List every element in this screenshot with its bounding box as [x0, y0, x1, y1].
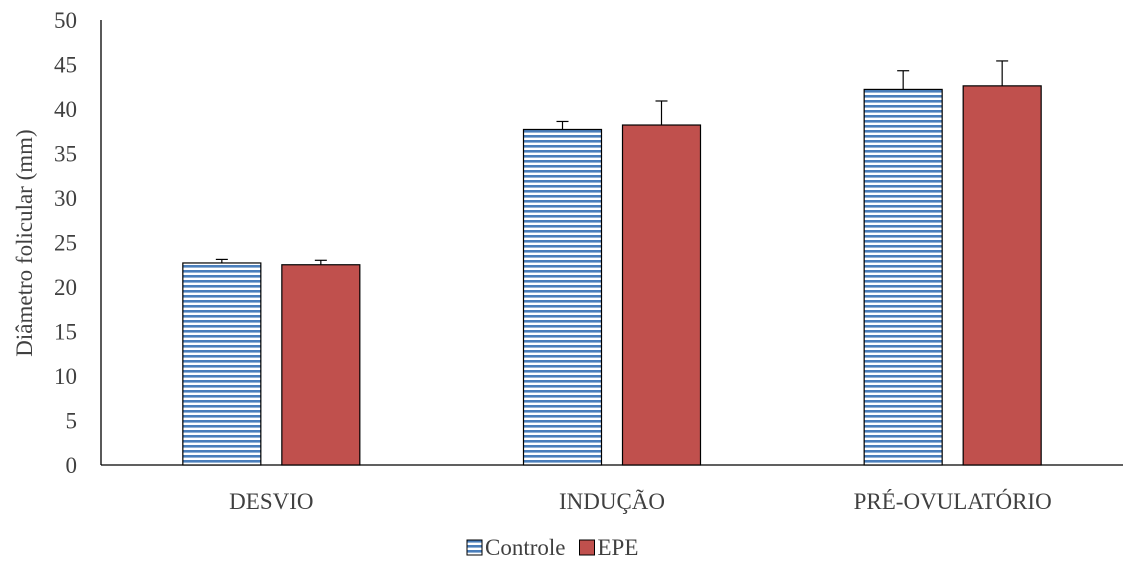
bar-epe-3 [962, 85, 1042, 466]
y-tick-label: 5 [66, 409, 78, 434]
y-tick-label: 50 [54, 8, 77, 33]
legend-label-controle: Controle [485, 535, 566, 560]
y-tick-label: 30 [54, 186, 77, 211]
bar-epe-1 [281, 264, 361, 466]
x-tick-label: DESVIO [229, 489, 313, 514]
legend-label-epe: EPE [598, 535, 639, 560]
y-axis-label: Diâmetro folicular (mm) [12, 129, 37, 356]
bars [182, 85, 1042, 466]
y-tick-label: 25 [54, 231, 77, 256]
bar-epe-2 [621, 124, 702, 466]
error-bars [215, 60, 1009, 265]
bar-controle-2 [522, 128, 603, 466]
y-tick-label: 35 [54, 142, 77, 167]
y-tick-label: 20 [54, 275, 77, 300]
y-tick-label: 45 [54, 53, 77, 78]
bar-controle-1 [182, 262, 262, 466]
x-tick-labels: DESVIO INDUÇÃO PRÉ-OVULATÓRIO [229, 488, 1052, 514]
bar-controle-3 [863, 88, 943, 466]
y-tick-label: 10 [54, 364, 77, 389]
y-tick-label: 15 [54, 320, 77, 345]
axes [100, 20, 1123, 466]
y-tick-label: 40 [54, 97, 77, 122]
y-tick-label: 0 [66, 453, 78, 478]
x-tick-label: INDUÇÃO [559, 489, 665, 514]
x-tick-label: PRÉ-OVULATÓRIO [854, 488, 1052, 514]
y-tick-labels: 0 5 10 15 20 25 30 35 40 45 50 [54, 8, 77, 478]
legend-swatch-controle [466, 539, 483, 556]
legend-swatch-epe [579, 539, 595, 556]
legend: Controle EPE [466, 535, 639, 560]
